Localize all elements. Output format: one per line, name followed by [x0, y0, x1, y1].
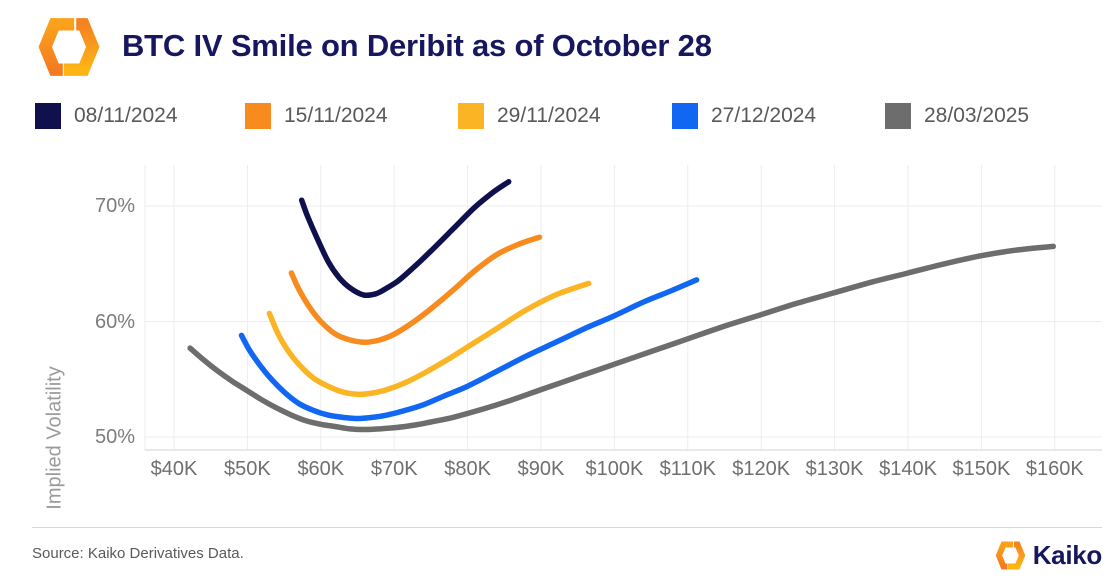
- kaiko-logo-icon: [38, 18, 100, 76]
- x-tick-label: $60K: [297, 458, 345, 480]
- legend-swatch: [458, 103, 484, 129]
- x-tick-label: $90K: [517, 458, 565, 480]
- legend-label: 15/11/2024: [284, 104, 388, 127]
- x-tick-label: $80K: [444, 458, 491, 480]
- chart-legend: 08/11/2024 15/11/2024 29/11/2024 27/12/2024…: [0, 102, 1120, 134]
- x-tick-label: $150K: [952, 458, 1011, 480]
- legend-label: 27/12/2024: [711, 104, 817, 127]
- legend-swatch: [245, 103, 271, 129]
- chart-canvas: [144, 165, 1102, 451]
- legend-label: 29/11/2024: [497, 104, 601, 127]
- series-line-15-11-2024: [288, 234, 543, 346]
- legend-label: 28/03/2025: [924, 104, 1030, 127]
- brand-wordmark: Kaiko: [1032, 540, 1103, 570]
- legend-swatch: [672, 103, 698, 129]
- x-tick-label: $40K: [150, 458, 198, 480]
- footer-divider: [32, 527, 1102, 528]
- brand-lockup: Kaiko: [995, 540, 1102, 571]
- x-tick-label: $120K: [732, 458, 791, 480]
- x-tick-label: $130K: [805, 458, 864, 480]
- y-axis-title: Implied Volatility: [43, 366, 66, 510]
- x-tick-label: $70K: [370, 458, 418, 480]
- kaiko-logo-icon-small: [995, 541, 1025, 570]
- y-tick-label: 70%: [94, 195, 135, 217]
- y-tick-label: 50%: [94, 426, 135, 448]
- x-tick-label: $100K: [585, 458, 644, 480]
- series-line-27-12-2024: [238, 277, 700, 422]
- x-tick-label: $50K: [224, 458, 271, 480]
- legend-item-08-11-2024: 08/11/2024: [35, 102, 178, 130]
- chart-area: Implied Volatility 50% 60% 70% $40K $50K $60…: [0, 140, 1120, 510]
- y-tick-label: 60%: [94, 310, 135, 333]
- legend-item-27-12-2024: 27/12/2024: [672, 102, 816, 130]
- legend-item-28-03-2025: 28/03/2025: [885, 102, 1029, 130]
- series-line-08-11-2024: [298, 178, 512, 299]
- source-note: Source: Kaiko Derivatives Data.: [32, 545, 244, 562]
- legend-swatch: [35, 103, 61, 129]
- x-tick-label: $160K: [1025, 458, 1084, 480]
- legend-item-29-11-2024: 29/11/2024: [458, 102, 601, 130]
- legend-label: 08/11/2024: [74, 104, 178, 127]
- legend-swatch: [885, 103, 911, 129]
- page-title: BTC IV Smile on Deribit as of October 28: [122, 28, 712, 63]
- series-line-29-11-2024: [266, 280, 592, 398]
- series-line-28-03-2025: [187, 243, 1057, 433]
- legend-item-15-11-2024: 15/11/2024: [245, 102, 388, 130]
- x-tick-label: $110K: [659, 458, 716, 480]
- x-tick-label: $140K: [879, 458, 937, 480]
